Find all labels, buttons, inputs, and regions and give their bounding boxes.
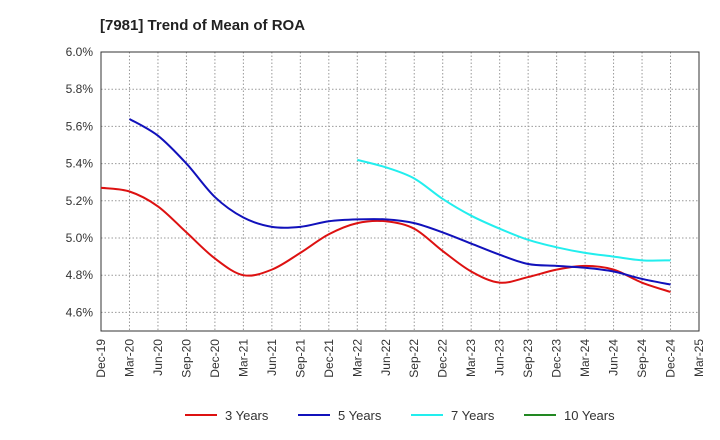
- x-tick-label: Jun-24: [607, 339, 621, 376]
- series-line-1: [128, 118, 671, 286]
- y-tick-label: 6.0%: [66, 45, 94, 59]
- y-tick-label: 5.4%: [66, 157, 94, 171]
- x-tick-label: Sep-24: [635, 339, 649, 378]
- x-tick-label: Sep-21: [293, 339, 307, 378]
- legend-label-1: 5 Years: [338, 408, 382, 423]
- x-tick-label: Sep-20: [179, 339, 193, 378]
- y-tick-label: 4.8%: [66, 268, 94, 282]
- x-tick-label: Jun-21: [265, 339, 279, 376]
- x-axis: Dec-19 Mar-20 Jun-20 Sep-20 Dec-20 Mar-21 Jun-…: [94, 339, 706, 378]
- x-tick-label: Dec-22: [436, 339, 450, 378]
- x-tick-label: Jun-23: [493, 339, 507, 376]
- series-line-2: [357, 158, 671, 262]
- legend-label-0: 3 Years: [225, 408, 269, 423]
- x-tick-label: Sep-23: [521, 339, 535, 378]
- x-tick-label: Dec-24: [664, 339, 678, 378]
- y-tick-label: 5.8%: [66, 82, 94, 96]
- x-tick-label: Mar-25: [692, 339, 706, 377]
- y-tick-label: 5.0%: [66, 231, 94, 245]
- x-tick-label: Sep-22: [407, 339, 421, 378]
- y-tick-label: 5.6%: [66, 119, 94, 133]
- x-tick-label: Dec-19: [94, 339, 108, 378]
- plot-border: [100, 51, 700, 332]
- x-tick-label: Dec-23: [550, 339, 564, 378]
- x-tick-label: Dec-20: [208, 339, 222, 378]
- x-tick-label: Mar-21: [236, 339, 250, 377]
- x-tick-label: Dec-21: [322, 339, 336, 378]
- x-tick-label: Mar-22: [350, 339, 364, 377]
- grid: [101, 52, 699, 331]
- x-tick-label: Mar-20: [122, 339, 136, 377]
- legend-label-2: 7 Years: [451, 408, 495, 423]
- x-tick-label: Mar-24: [578, 339, 592, 377]
- y-axis: 6.0% 5.8% 5.6% 5.4% 5.2% 5.0% 4.8% 4.6%: [66, 45, 94, 319]
- x-tick-label: Jun-22: [379, 339, 393, 376]
- chart-title: [7981] Trend of Mean of ROA: [100, 17, 305, 34]
- plot-frame: [100, 51, 700, 332]
- y-tick-label: 5.2%: [66, 194, 94, 208]
- x-tick-label: Jun-20: [151, 339, 165, 376]
- x-tick-label: Mar-23: [464, 339, 478, 377]
- series-group: [100, 118, 671, 293]
- legend: 3 Years 5 Years 7 Years 10 Years: [185, 408, 615, 423]
- legend-label-3: 10 Years: [564, 408, 615, 423]
- y-tick-label: 4.6%: [66, 305, 94, 319]
